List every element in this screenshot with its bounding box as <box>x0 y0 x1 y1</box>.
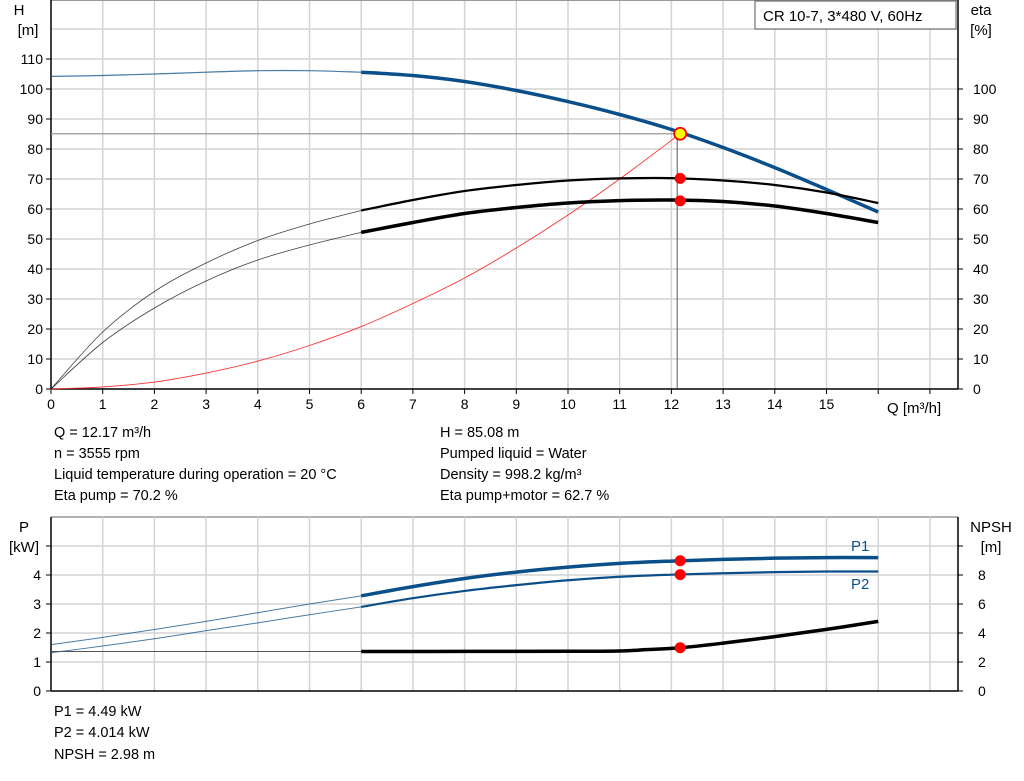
y2-tick-label: 40 <box>973 261 989 277</box>
npsh-point <box>674 642 686 654</box>
p1-curve-thick <box>360 555 879 598</box>
y-tick-label: 0 <box>33 683 41 699</box>
y2-tick-label: 6 <box>978 596 986 612</box>
y-tick-label: 0 <box>35 381 43 397</box>
x-tick-label: 4 <box>254 396 262 412</box>
y-tick-label: 1 <box>33 654 41 670</box>
y-tick-label: 3 <box>33 596 41 612</box>
y-tick-label: 10 <box>27 351 43 367</box>
y-tick-label: 70 <box>27 171 43 187</box>
y2-tick-label: 30 <box>973 291 989 307</box>
x-tick-label: 13 <box>715 396 731 412</box>
y2-tick-label: 80 <box>973 141 989 157</box>
x-tick-label: 10 <box>560 396 576 412</box>
y2-tick-label: 70 <box>973 171 989 187</box>
y2-tick-label: 90 <box>973 111 989 127</box>
p2-curve-thick <box>361 570 879 608</box>
y-tick-label: 40 <box>27 261 43 277</box>
y2-tick-label: 10 <box>973 351 989 367</box>
series-label-p1: P1 <box>851 538 869 555</box>
x-tick-label: 11 <box>612 396 627 412</box>
info-p2: P2 = 4.014 kW <box>54 725 150 741</box>
info-npsh: NPSH = 2.98 m <box>54 747 156 763</box>
p2-point <box>674 569 686 581</box>
info-q: Q = 12.17 m³/h <box>54 425 152 441</box>
p1-point <box>674 555 686 567</box>
eta-pump-curve-thin <box>50 210 362 390</box>
x-tick-label: 1 <box>99 396 107 412</box>
y2-tick-label: 8 <box>978 567 986 583</box>
y-tick-label: 30 <box>27 291 43 307</box>
info-temperature: Liquid temperature during operation = 20… <box>54 467 337 483</box>
y-tick-label: 100 <box>20 81 44 97</box>
x-tick-label: 9 <box>512 396 520 412</box>
y-tick-label: 50 <box>27 231 43 247</box>
eta-pump-point <box>674 172 686 184</box>
y-axis-label-h: H <box>14 2 25 19</box>
x-tick-label: 0 <box>47 396 55 412</box>
y-tick-label: 110 <box>21 51 44 67</box>
eta-pump-curve-thick <box>360 176 879 212</box>
system-curve <box>50 133 681 390</box>
y2-tick-label: 100 <box>973 81 997 97</box>
y-tick-label: 80 <box>27 141 43 157</box>
info-head: H = 85.08 m <box>440 425 520 441</box>
info-eta-pump: Eta pump = 70.2 % <box>54 488 178 504</box>
eta-pump-motor-curve-thick <box>360 198 879 235</box>
npsh-curve-thick <box>361 619 879 654</box>
y2-axis-label-npsh: NPSH <box>970 519 1012 536</box>
y-tick-label: 2 <box>33 625 41 641</box>
x-tick-label: 8 <box>461 396 469 412</box>
y2-axis-unit-eta: [%] <box>970 22 992 39</box>
x-tick-label: 12 <box>664 396 680 412</box>
x-tick-label: 15 <box>819 396 835 412</box>
y2-tick-label: 2 <box>978 654 986 670</box>
head-curve-thick <box>361 70 879 214</box>
y-axis-unit-p: [kW] <box>9 539 39 556</box>
head-efficiency-chart: 0102030405060708090100110010203040506070… <box>20 0 997 412</box>
y2-tick-label: 50 <box>973 231 989 247</box>
x-tick-label: 2 <box>151 396 159 412</box>
title-box: CR 10-7, 3*480 V, 60Hz <box>754 0 957 30</box>
x-tick-label: 14 <box>767 396 783 412</box>
info-speed: n = 3555 rpm <box>54 446 140 462</box>
x-axis-label: Q [m³/h] <box>887 400 941 417</box>
y2-tick-label: 4 <box>978 625 986 641</box>
y-tick-label: 4 <box>33 567 41 583</box>
y-axis-unit-h: [m] <box>18 22 39 39</box>
y-tick-label: 60 <box>27 201 43 217</box>
series-label-p2: P2 <box>851 576 869 593</box>
y2-tick-label: 0 <box>973 381 981 397</box>
info-eta-pump-motor: Eta pump+motor = 62.7 % <box>440 488 610 504</box>
p1-curve-thin <box>50 595 362 646</box>
x-tick-label: 3 <box>202 396 210 412</box>
operating-point <box>673 126 688 141</box>
y2-axis-label-eta: eta <box>971 2 993 19</box>
y-tick-label: 90 <box>27 111 43 127</box>
x-tick-label: 7 <box>409 396 417 412</box>
info-density: Density = 998.2 kg/m³ <box>440 467 582 483</box>
eta-pump-motor-curve-thin <box>50 232 362 390</box>
x-tick-label: 6 <box>357 396 365 412</box>
eta-pump-motor-point <box>674 195 686 207</box>
p2-curve-thin <box>50 606 362 654</box>
y2-tick-label: 0 <box>978 683 986 699</box>
power-npsh-chart: 0 1 2 3 4 0 2 4 6 8 <box>33 516 986 699</box>
y-tick-label: 20 <box>27 321 43 337</box>
info-p1: P1 = 4.49 kW <box>54 704 142 720</box>
x-tick-label: 5 <box>306 396 314 412</box>
y-axis-label-p: P <box>19 519 29 536</box>
y2-axis-unit-npsh: [m] <box>981 539 1002 556</box>
y2-tick-label: 20 <box>973 321 989 337</box>
head-curve-thin <box>50 69 362 77</box>
info-liquid: Pumped liquid = Water <box>440 446 587 462</box>
y2-tick-label: 60 <box>973 201 989 217</box>
chart-title: CR 10-7, 3*480 V, 60Hz <box>763 8 923 25</box>
